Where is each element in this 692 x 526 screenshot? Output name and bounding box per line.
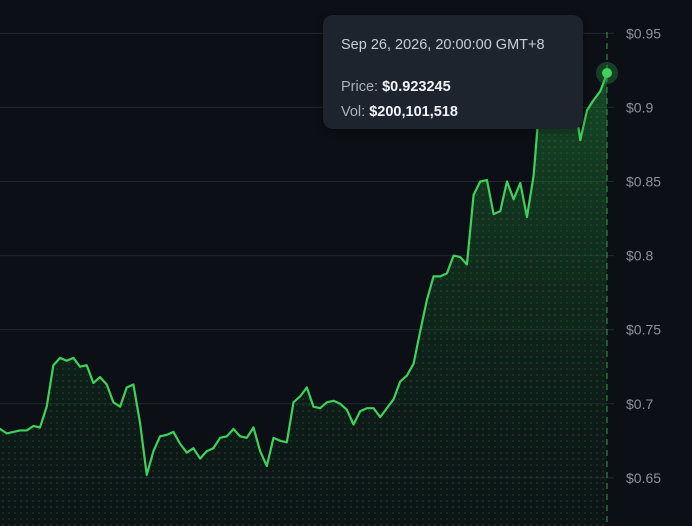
tooltip-vol-value: $200,101,518 [369,104,458,120]
tooltip-price-value: $0.923245 [382,79,451,95]
tooltip-price-row: Price: $0.923245 [341,75,583,100]
price-area [0,73,607,526]
tooltip-price-label: Price: [341,79,379,95]
y-tick-label: $0.9 [626,99,653,115]
tooltip-date: Sep 26, 2026, 20:00:00 GMT+8 [341,37,545,53]
price-series-line [0,72,609,476]
y-axis-ticks: $0.95 $0.9 $0.85 $0.8 $0.75 $0.7 $0.65 [626,25,661,486]
y-tick-label: $0.75 [626,322,661,338]
y-tick-label: $0.65 [626,470,661,486]
y-tick-label: $0.7 [626,396,653,412]
tooltip-vol-label: Vol: [341,104,366,120]
price-line [0,72,609,476]
hover-marker [596,61,618,84]
y-tick-label: $0.95 [626,25,661,41]
tooltip-vol-row: Vol: $200,101,518 [341,100,583,125]
y-tick-label: $0.85 [626,174,661,190]
price-area-dots [0,73,607,526]
price-tooltip: Sep 26, 2026, 20:00:00 GMT+8 Price: $0.9… [323,15,583,129]
hover-point[interactable] [602,67,612,78]
y-tick-label: $0.8 [626,248,653,264]
